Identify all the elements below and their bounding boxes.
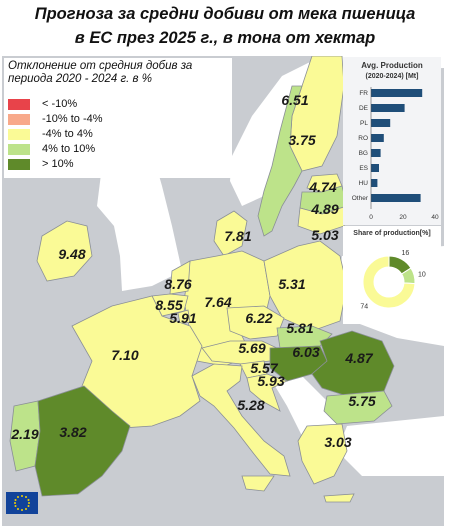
production-bar xyxy=(371,179,378,187)
production-bar-label: RO xyxy=(358,135,368,142)
share-chart-title: Share of production[%] xyxy=(353,230,430,237)
share-slice-label: 16 xyxy=(401,250,409,257)
legend-title: Отклонение от средния добив за периода 2… xyxy=(8,60,228,86)
value-label-ES: 3.82 xyxy=(59,424,87,440)
production-bar-label: HU xyxy=(359,180,369,187)
country-shape-BG xyxy=(323,390,393,425)
value-label-PT: 2.19 xyxy=(11,426,39,442)
value-label-IE: 9.48 xyxy=(58,246,86,262)
production-bar xyxy=(371,119,391,127)
value-label-DK: 7.81 xyxy=(224,228,252,244)
legend-label: -10% to -4% xyxy=(42,113,103,125)
value-label-EE: 4.74 xyxy=(309,179,337,195)
legend-label: > 10% xyxy=(42,158,74,170)
value-label-IT: 5.28 xyxy=(237,397,265,413)
value-label-LT: 5.03 xyxy=(311,227,339,243)
legend-label: -4% to 4% xyxy=(42,128,93,140)
legend-swatch xyxy=(8,159,30,170)
country-shape-NL xyxy=(169,260,191,295)
legend-swatch xyxy=(8,129,30,140)
value-label-BE: 8.55 xyxy=(155,297,183,313)
country-shape-HR xyxy=(246,373,289,412)
value-label-FI: 6.51 xyxy=(281,92,309,108)
country-shape-LU xyxy=(177,309,191,325)
country-shape-ES xyxy=(34,385,131,497)
share-chart-panel: Share of production[%] 16 10 74 xyxy=(343,226,441,324)
value-label-AT: 5.69 xyxy=(238,340,266,356)
production-bar-label: PL xyxy=(360,120,368,127)
production-chart-title: Avg. Production xyxy=(361,61,423,70)
production-bar-label: FR xyxy=(359,90,368,97)
map-title: Прогноза за средни добиви от мека пшениц… xyxy=(0,0,450,58)
country-shape-CZ xyxy=(226,305,285,340)
value-label-GR: 3.03 xyxy=(324,434,352,450)
turkey-land xyxy=(337,416,444,476)
value-label-BG: 5.75 xyxy=(348,393,376,409)
production-x-tick: 0 xyxy=(369,214,373,221)
country-shape-SE xyxy=(257,85,303,237)
country-shape-CRETE xyxy=(323,493,355,503)
production-bar xyxy=(371,134,384,142)
production-x-tick: 20 xyxy=(399,214,407,221)
value-label-PL: 5.31 xyxy=(278,276,306,292)
value-label-FR: 7.10 xyxy=(111,347,139,363)
value-label-SK: 5.81 xyxy=(286,320,314,336)
country-shape-GR xyxy=(297,423,348,485)
production-chart-subtitle: (2020-2024) [Mt] xyxy=(366,73,419,80)
value-label-LU: 5.91 xyxy=(169,310,197,326)
production-bar-label: Other xyxy=(352,195,369,202)
production-bar xyxy=(371,164,379,172)
value-label-HU: 6.03 xyxy=(292,344,320,360)
map-title-line2: в ЕС през 2025 г., в тона от хектар xyxy=(74,29,376,47)
production-x-tick: 40 xyxy=(431,214,439,221)
value-label-HR: 5.93 xyxy=(257,373,285,389)
country-shape-DK xyxy=(213,210,248,257)
share-slice-label: 74 xyxy=(360,303,368,310)
value-label-DE: 7.64 xyxy=(204,294,232,310)
value-label-LV: 4.89 xyxy=(311,201,339,217)
production-bar xyxy=(371,104,405,112)
value-label-SE: 3.75 xyxy=(288,132,316,148)
country-shape-IT xyxy=(191,363,291,477)
eu-stars-icon xyxy=(14,495,30,511)
production-chart-panel: Avg. Production (2020-2024) [Mt] FR DE PL RO B… xyxy=(343,57,441,225)
production-bar-label: DE xyxy=(359,105,369,112)
share-slice xyxy=(362,255,416,309)
legend-swatch xyxy=(8,114,30,125)
production-bar xyxy=(371,89,423,97)
legend-title-line2: периода 2020 - 2024 г. в % xyxy=(8,73,152,85)
legend-swatch xyxy=(8,99,30,110)
country-shape-IE xyxy=(36,220,93,282)
production-bar xyxy=(371,149,381,157)
eu-flag-logo xyxy=(6,492,38,514)
production-bar-chart: Avg. Production (2020-2024) [Mt] FR DE PL RO B… xyxy=(352,61,439,221)
production-bar xyxy=(371,194,421,202)
legend-label: < -10% xyxy=(42,98,78,110)
europe-map xyxy=(9,56,444,503)
share-slice-label: 10 xyxy=(418,272,426,279)
value-label-NL: 8.76 xyxy=(164,276,192,292)
value-label-CZ: 6.22 xyxy=(245,310,273,326)
value-label-SI: 5.57 xyxy=(250,360,278,376)
country-shape-SICILY xyxy=(241,475,275,492)
share-donut-chart: Share of production[%] 16 10 74 xyxy=(353,230,430,310)
map-title-line1: Прогноза за средни добиви от мека пшениц… xyxy=(34,5,416,23)
legend-swatch xyxy=(8,144,30,155)
map-legend: Отклонение от средния добив за периода 2… xyxy=(4,58,232,178)
value-label-RO: 4.87 xyxy=(345,350,373,366)
legend-title-line1: Отклонение от средния добив за xyxy=(8,60,193,72)
production-bar-label: BG xyxy=(359,150,368,157)
legend-label: 4% to 10% xyxy=(42,143,96,155)
production-bar-label: ES xyxy=(359,165,368,172)
